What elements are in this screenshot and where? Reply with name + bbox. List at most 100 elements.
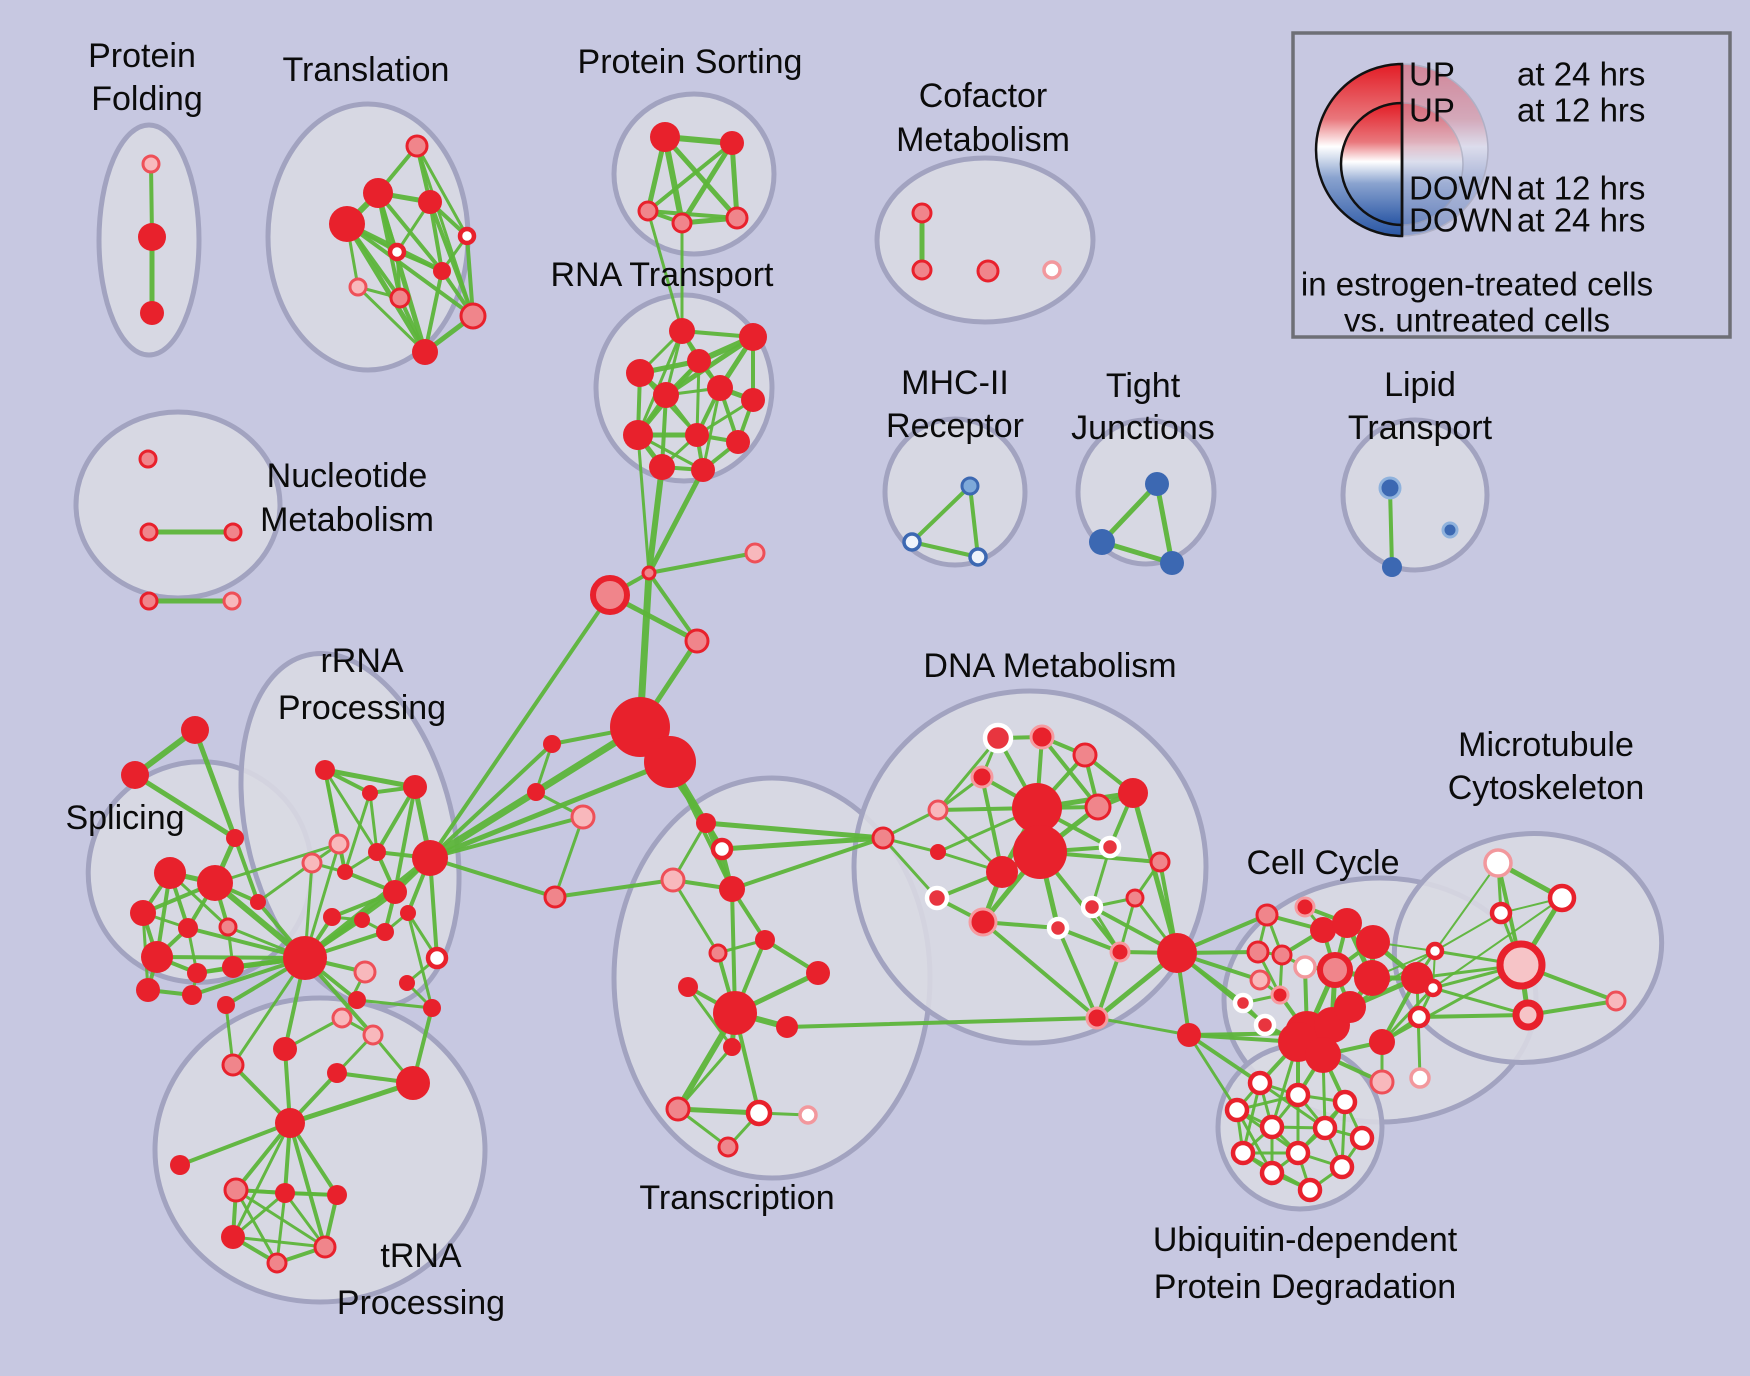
gene-node: [720, 131, 744, 155]
gene-node: [1369, 1069, 1395, 1095]
gene-node: [1246, 940, 1270, 964]
gene-node: [871, 826, 895, 850]
gene-node: [1378, 476, 1402, 500]
gene-node: [187, 963, 207, 983]
gene-node: [1046, 916, 1070, 940]
gene-node: [1084, 793, 1112, 821]
interaction-edge: [428, 856, 557, 899]
gene-node: [968, 907, 998, 937]
gene-node: [197, 865, 233, 901]
gene-node: [696, 813, 716, 833]
interaction-edge: [393, 785, 417, 894]
interaction-edge: [423, 269, 444, 354]
gene-node: [570, 804, 596, 830]
gene-node: [970, 765, 994, 789]
gene-node: [275, 1108, 305, 1138]
gene-node: [713, 991, 757, 1035]
interaction-edge: [1130, 790, 1180, 956]
gene-node: [418, 190, 442, 214]
gene-node: [527, 783, 545, 801]
gene-node: [1145, 472, 1169, 496]
gene-node: [1512, 999, 1544, 1031]
gene-node: [691, 458, 715, 482]
gene-node: [644, 736, 696, 788]
gene-node: [745, 1099, 773, 1127]
gene-node: [590, 575, 630, 615]
legend-direction-label: UP: [1409, 56, 1455, 93]
gene-node: [650, 122, 680, 152]
label-cytoskeleton: Cytoskeleton: [1448, 769, 1645, 807]
gene-node: [911, 202, 933, 224]
gene-node: [327, 1185, 347, 1205]
interaction-edge: [881, 836, 939, 900]
gene-node: [223, 522, 243, 542]
gene-node: [723, 1038, 741, 1056]
gene-node: [1109, 941, 1131, 963]
gene-node: [400, 905, 416, 921]
gene-node: [1305, 1037, 1341, 1073]
gene-node: [1294, 896, 1316, 918]
interaction-edge: [1099, 481, 1160, 545]
gene-node: [798, 1105, 818, 1125]
label-cofactor: Cofactor: [919, 77, 1048, 115]
gene-node: [976, 259, 1000, 283]
interaction-edge: [719, 835, 886, 852]
legend-time-label: at 24 hrs: [1517, 202, 1645, 239]
interaction-edge: [1432, 897, 1563, 989]
gene-node: [139, 591, 159, 611]
gene-node: [924, 885, 950, 911]
gene-node: [678, 977, 698, 997]
label-transcription: Transcription: [639, 1179, 834, 1217]
interaction-edge: [343, 791, 372, 874]
interaction-edge: [646, 464, 665, 576]
gene-node: [1125, 888, 1145, 908]
label-mhc-ii: MHC-II: [901, 364, 1009, 402]
label-translation: Translation: [283, 51, 450, 89]
label-processing: Processing: [278, 689, 446, 727]
interaction-edge: [178, 1121, 292, 1167]
gene-node: [140, 301, 164, 325]
gene-node: [423, 999, 441, 1017]
gene-node: [182, 985, 202, 1005]
interaction-edge: [356, 285, 427, 354]
gene-node: [138, 449, 158, 469]
gene-node: [1349, 1125, 1375, 1151]
gene-node: [222, 956, 244, 978]
label-dna-metabolism: DNA Metabolism: [923, 647, 1176, 685]
gene-node: [1118, 778, 1148, 808]
gene-node: [1177, 1023, 1201, 1047]
interaction-edge: [1380, 963, 1523, 1044]
gene-node: [1259, 1160, 1285, 1186]
gene-node: [1354, 960, 1390, 996]
gene-node: [1089, 529, 1115, 555]
gene-node: [960, 476, 980, 496]
interaction-edge: [981, 920, 1099, 1020]
gene-node: [121, 761, 149, 789]
interaction-edge: [234, 1188, 279, 1265]
gene-node: [719, 876, 745, 902]
label-lipid: Lipid: [1384, 366, 1456, 404]
gene-node: [543, 885, 567, 909]
gene-node: [136, 978, 160, 1002]
interaction-edge: [730, 836, 885, 891]
gene-node: [353, 960, 377, 984]
gene-node: [1098, 835, 1122, 859]
gene-node: [1157, 933, 1197, 973]
gene-node: [1310, 917, 1336, 943]
gene-node: [275, 1183, 295, 1203]
legend-inner-ring-left: [1339, 101, 1404, 227]
gene-node: [222, 591, 242, 611]
gene-node: [383, 880, 407, 904]
gene-node: [1085, 1006, 1109, 1030]
gene-node: [543, 735, 561, 753]
gene-node: [1496, 940, 1546, 990]
interaction-edge: [192, 727, 238, 841]
gene-node: [741, 388, 765, 412]
interaction-edge: [785, 1016, 1099, 1029]
gene-node: [221, 1053, 245, 1077]
interaction-edge: [256, 861, 314, 904]
gene-node: [806, 961, 830, 985]
legend-direction-label: UP: [1409, 92, 1455, 129]
label-rna-transport: RNA Transport: [551, 256, 775, 294]
legend-footer-line: vs. untreated cells: [1344, 302, 1610, 339]
